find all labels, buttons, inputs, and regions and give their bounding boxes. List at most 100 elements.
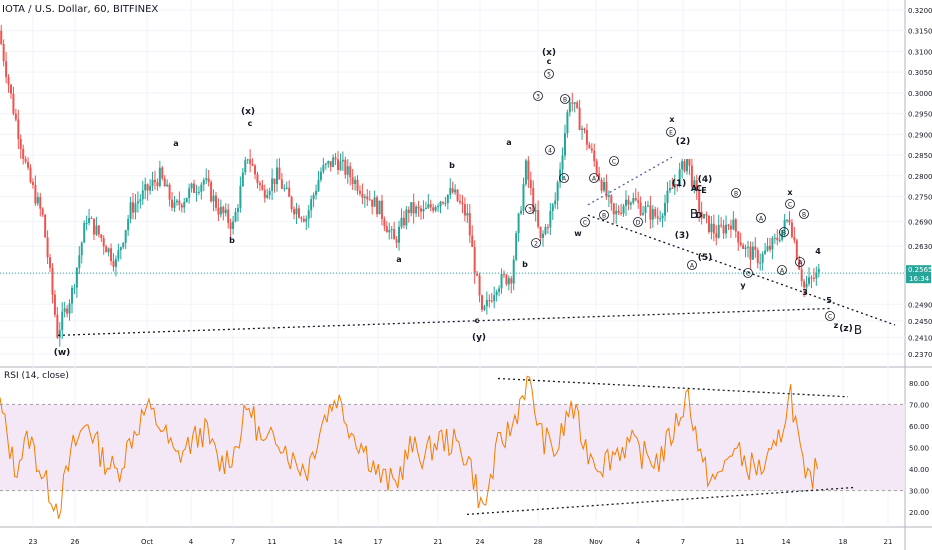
candle-body (273, 178, 276, 185)
candle-body (493, 295, 496, 302)
candle-body (339, 161, 342, 170)
candle-body (368, 199, 371, 201)
rsi-tick-label: 80.00 (909, 380, 929, 388)
candle-body (573, 102, 576, 104)
candle-body (107, 248, 110, 253)
candle-body (712, 223, 715, 234)
wave-circle (599, 210, 609, 220)
candle-body (56, 314, 59, 338)
candle-body (656, 216, 659, 219)
candle-body (334, 157, 337, 160)
candle-body (756, 250, 759, 264)
candle-body (681, 161, 684, 170)
wave-label: 4 (815, 247, 821, 256)
price-tick-label: 0.2490 (908, 301, 932, 309)
candle-body (446, 194, 449, 204)
wave-circle-label: A (690, 263, 695, 270)
candle-body (480, 295, 483, 310)
candle-body (229, 222, 232, 229)
wave-label: (x) (542, 48, 556, 58)
candle-body (461, 202, 464, 205)
candle-body (429, 204, 432, 208)
candle-body (105, 246, 108, 253)
candle-body (539, 226, 542, 238)
candle-body (588, 144, 591, 149)
wave-label: C (696, 184, 702, 193)
wave-circle-label: B (563, 97, 567, 104)
candle-body (212, 195, 215, 202)
candle-body (490, 300, 493, 302)
candle-body (88, 218, 91, 223)
countdown-label: 16:34 (909, 275, 930, 283)
candle-body (781, 229, 784, 240)
wave-circle (580, 217, 590, 227)
candle-body (266, 195, 269, 198)
candle-body (205, 178, 208, 181)
candle-body (463, 204, 466, 216)
candle-body (197, 191, 200, 193)
candle-body (605, 181, 608, 197)
candle-body (351, 177, 354, 185)
candle-body (551, 204, 554, 212)
candle-body (688, 159, 691, 166)
candle-body (92, 218, 95, 235)
wave-label: (x) (241, 107, 255, 117)
price-tick-label: 0.2630 (908, 243, 932, 251)
candle-body (356, 179, 359, 191)
wave-circle (799, 209, 809, 219)
rsi-tick-label: 70.00 (909, 401, 929, 409)
candle-body (63, 308, 66, 312)
candle-body (97, 225, 100, 235)
candle-body (456, 189, 459, 201)
candle-body (24, 158, 27, 162)
candle-body (563, 133, 566, 156)
candle-body (290, 196, 293, 210)
time-tick-label: 4 (189, 538, 194, 546)
candle-body (27, 161, 30, 168)
wave-circle-label: C (788, 202, 792, 209)
candle-body (373, 197, 376, 207)
candle-body (744, 247, 747, 249)
candle-body (795, 240, 798, 259)
price-tick-label: 0.3150 (908, 28, 932, 36)
candle-body (149, 185, 152, 191)
price-tick-label: 0.2450 (908, 318, 932, 326)
candle-body (505, 275, 508, 285)
time-tick-label: 11 (268, 538, 277, 546)
candle-body (710, 223, 713, 233)
candle-body (363, 196, 366, 198)
candle-body (590, 148, 593, 151)
candle-body (761, 253, 764, 263)
trendline-triangle-lower (587, 214, 896, 326)
candle-body (168, 184, 171, 200)
time-tick-label: 14 (334, 538, 343, 546)
candle-body (78, 255, 81, 268)
wave-circle-label: C (612, 159, 616, 166)
candle-body (473, 246, 476, 274)
candle-body (388, 229, 391, 233)
candle-body (185, 197, 188, 203)
candle-body (734, 219, 737, 232)
candle-body (117, 250, 120, 259)
wave-circle (559, 173, 569, 183)
candle-body (707, 215, 710, 233)
wave-circle-label: 3 (536, 94, 540, 101)
candle-body (537, 210, 540, 227)
candle-body (600, 179, 603, 191)
wave-label: 3 (802, 288, 808, 297)
candle-body (398, 226, 401, 243)
candle-body (673, 184, 676, 189)
rsi-line (0, 375, 819, 519)
wave-label: w (574, 229, 582, 238)
candle-body (624, 199, 627, 206)
wave-circle (795, 257, 805, 267)
candle-body (424, 207, 427, 209)
candle-body (254, 165, 257, 175)
candle-body (12, 93, 15, 114)
candle-body (95, 225, 98, 235)
candle-body (444, 203, 447, 205)
candle-body (337, 159, 340, 170)
candle-body (427, 204, 430, 208)
candle-body (766, 245, 769, 251)
